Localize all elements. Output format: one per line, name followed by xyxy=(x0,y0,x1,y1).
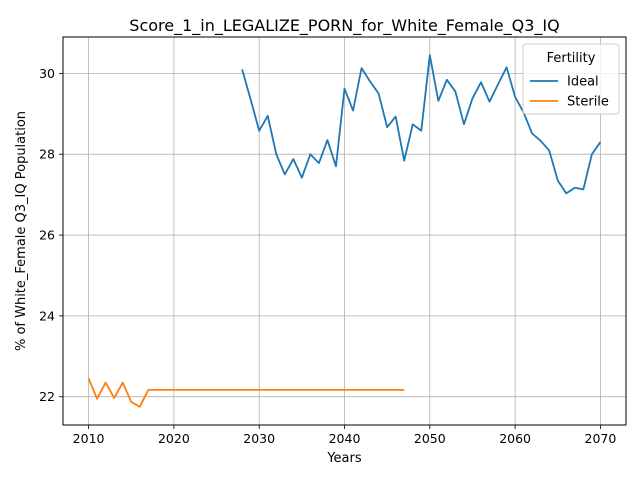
x-tick-label: 2040 xyxy=(329,431,361,446)
series-line-sterile xyxy=(87,378,405,408)
x-tick-label: 2070 xyxy=(585,431,617,446)
y-axis-label: % of White_Female Q3_IQ Population xyxy=(14,111,29,351)
legend-label-ideal: Ideal xyxy=(567,75,599,90)
legend: Fertility Ideal Sterile xyxy=(522,43,620,115)
x-tick-label: 2060 xyxy=(499,431,531,446)
x-axis-label: Years xyxy=(326,451,362,466)
x-tick-label: 2030 xyxy=(243,431,275,446)
x-tick-label: 2020 xyxy=(158,431,190,446)
chart-title: Score_1_in_LEGALIZE_PORN_for_White_Femal… xyxy=(129,16,559,36)
series-line-ideal xyxy=(241,54,602,195)
y-tick-label: 28 xyxy=(39,147,55,162)
y-tick-label: 26 xyxy=(39,228,55,243)
legend-box xyxy=(522,43,620,115)
legend-label-sterile: Sterile xyxy=(567,95,609,110)
y-tick-label: 22 xyxy=(39,389,55,404)
legend-title: Fertility xyxy=(547,51,596,66)
x-tick-label: 2010 xyxy=(73,431,105,446)
series-layer xyxy=(87,54,602,408)
ticks: 2010 2020 2030 2040 2050 2060 2070 22 24 26 28 30 xyxy=(39,66,616,446)
x-tick-label: 2050 xyxy=(414,431,446,446)
y-tick-label: 30 xyxy=(39,66,55,81)
grid xyxy=(63,37,626,425)
y-tick-label: 24 xyxy=(39,308,55,323)
